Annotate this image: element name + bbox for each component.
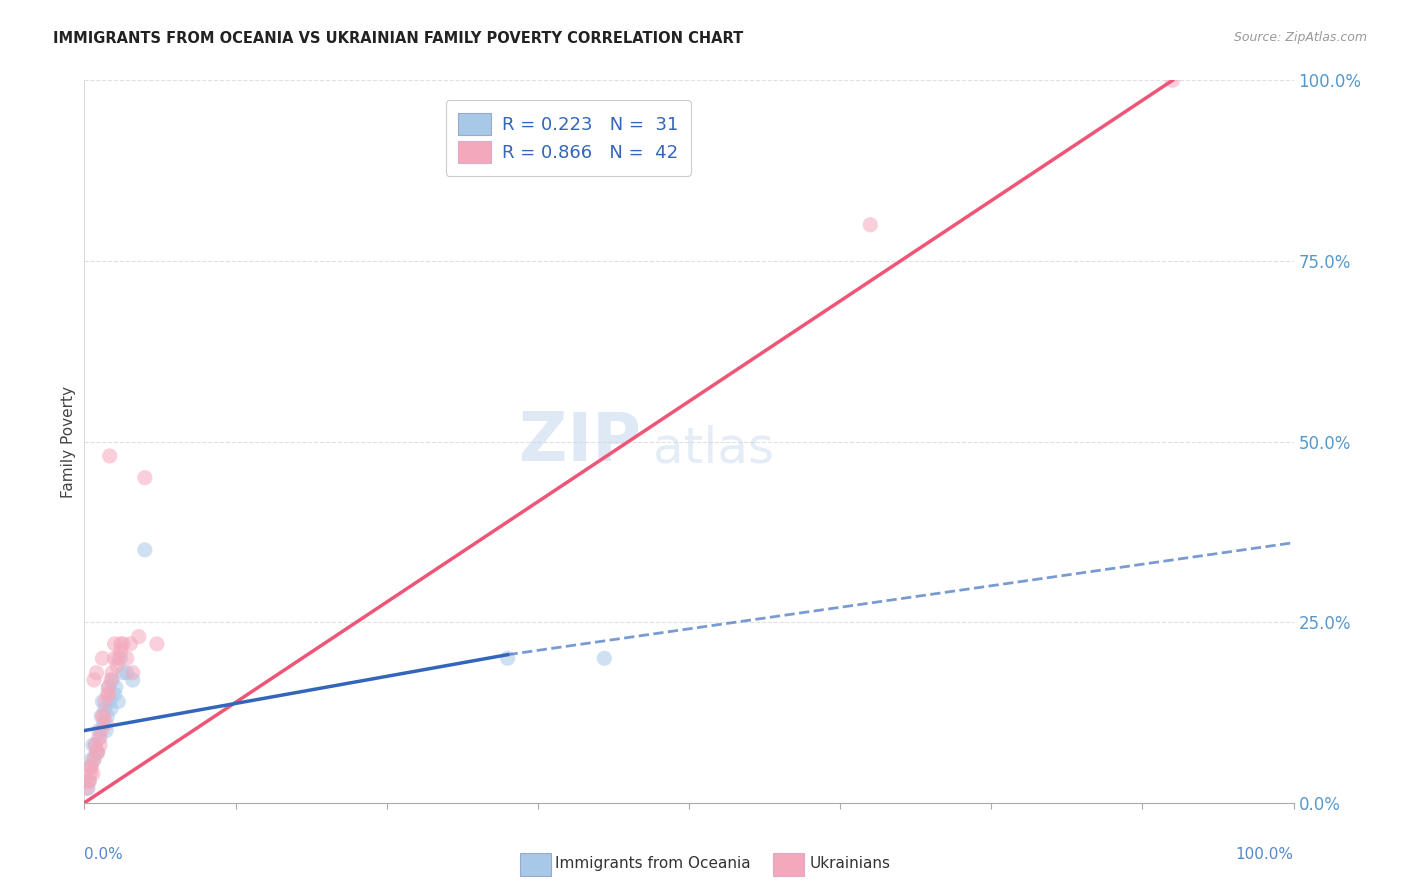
Point xyxy=(77,774,100,789)
Text: Source: ZipAtlas.com: Source: ZipAtlas.com xyxy=(1233,31,1367,45)
Text: Ukrainians: Ukrainians xyxy=(810,856,891,871)
Point xyxy=(121,673,143,687)
Point xyxy=(112,665,135,680)
Point xyxy=(110,644,132,658)
Point xyxy=(90,723,112,738)
Point xyxy=(104,651,127,665)
Point xyxy=(82,767,104,781)
Point xyxy=(86,665,108,680)
Point xyxy=(104,680,127,694)
Point xyxy=(79,760,101,774)
Text: 0.0%: 0.0% xyxy=(84,847,124,862)
Text: 100.0%: 100.0% xyxy=(1236,847,1294,862)
Point xyxy=(1161,73,1184,87)
Point xyxy=(79,767,101,781)
Point xyxy=(120,637,142,651)
Point xyxy=(107,695,129,709)
Text: ZIP: ZIP xyxy=(519,409,641,475)
Point xyxy=(80,752,103,766)
Point xyxy=(134,471,156,485)
Point xyxy=(83,752,105,766)
Point xyxy=(94,702,117,716)
Point xyxy=(97,680,120,694)
Point xyxy=(97,687,120,701)
Point xyxy=(115,651,138,665)
Point xyxy=(98,695,121,709)
Point xyxy=(86,745,108,759)
Point xyxy=(87,723,110,738)
Point xyxy=(104,637,127,651)
Point xyxy=(77,781,100,796)
Point xyxy=(593,651,616,665)
Point xyxy=(79,760,101,774)
Point xyxy=(107,651,129,665)
Point xyxy=(115,665,138,680)
Point xyxy=(94,695,117,709)
Point xyxy=(77,774,100,789)
Point xyxy=(94,716,117,731)
Point xyxy=(121,665,143,680)
Point xyxy=(90,709,112,723)
Point xyxy=(91,709,114,723)
Point xyxy=(94,723,117,738)
Point xyxy=(104,687,127,701)
Point xyxy=(496,651,519,665)
Text: Immigrants from Oceania: Immigrants from Oceania xyxy=(555,856,751,871)
Point xyxy=(89,738,111,752)
Point xyxy=(93,716,115,731)
Point xyxy=(96,687,118,701)
Point xyxy=(83,673,105,687)
Point xyxy=(110,651,132,665)
Point xyxy=(100,673,122,687)
Point xyxy=(128,630,150,644)
Point xyxy=(86,745,108,759)
Point xyxy=(83,752,105,766)
Point xyxy=(91,651,114,665)
Point xyxy=(91,695,114,709)
Text: atlas: atlas xyxy=(652,425,773,473)
Point xyxy=(112,637,135,651)
Point xyxy=(96,709,118,723)
Point xyxy=(101,673,124,687)
Point xyxy=(100,702,122,716)
Point xyxy=(105,658,128,673)
Point xyxy=(101,665,124,680)
Point xyxy=(84,738,107,752)
Point xyxy=(97,680,120,694)
Point xyxy=(98,449,121,463)
Point xyxy=(110,637,132,651)
Y-axis label: Family Poverty: Family Poverty xyxy=(60,385,76,498)
Point xyxy=(87,731,110,745)
Point xyxy=(80,760,103,774)
Point xyxy=(146,637,169,651)
Point xyxy=(84,738,107,752)
Text: IMMIGRANTS FROM OCEANIA VS UKRAINIAN FAMILY POVERTY CORRELATION CHART: IMMIGRANTS FROM OCEANIA VS UKRAINIAN FAM… xyxy=(53,31,744,46)
Point xyxy=(89,731,111,745)
Point xyxy=(93,709,115,723)
Point xyxy=(134,542,156,557)
Legend: R = 0.223   N =  31, R = 0.866   N =  42: R = 0.223 N = 31, R = 0.866 N = 42 xyxy=(446,100,690,176)
Point xyxy=(86,745,108,759)
Point xyxy=(86,745,108,759)
Point xyxy=(859,218,882,232)
Point xyxy=(82,738,104,752)
Point xyxy=(77,774,100,789)
Point xyxy=(76,781,98,796)
